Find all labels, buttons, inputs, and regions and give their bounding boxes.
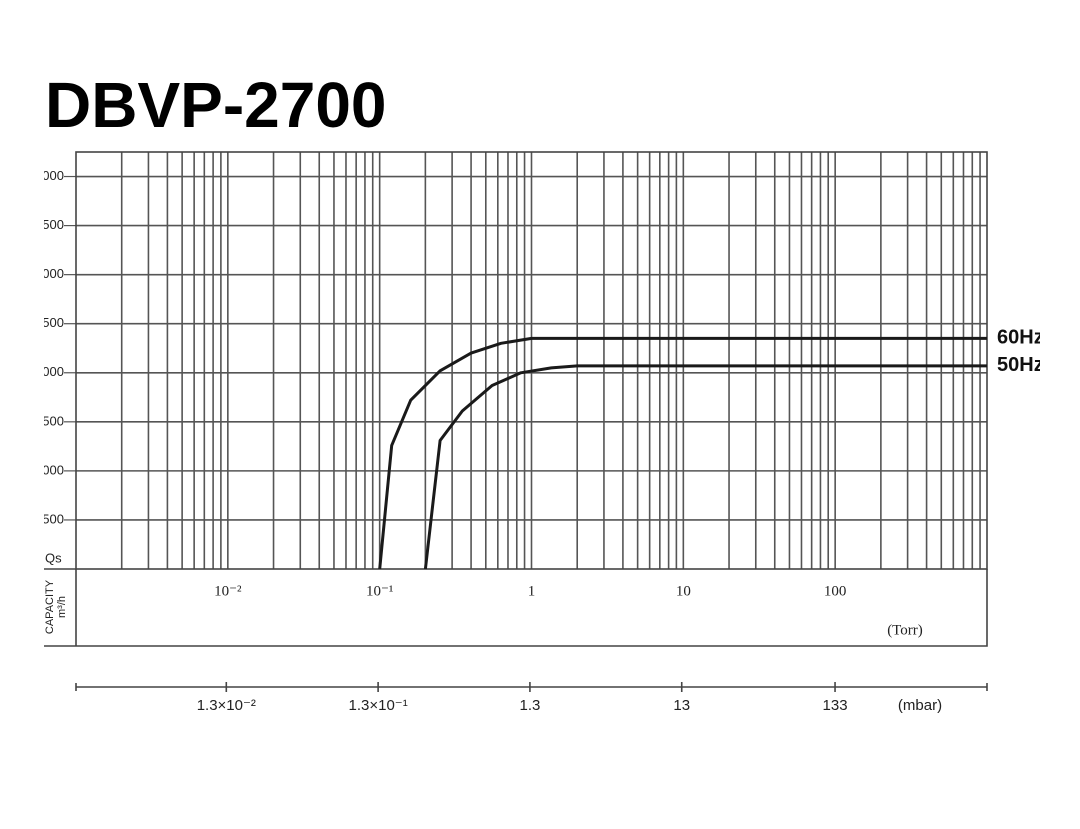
x-axis-label: (Torr)	[887, 622, 923, 638]
y-tick-label: 2500	[35, 315, 64, 330]
y-tick-label: 1500	[35, 413, 64, 428]
y-axis-label: m³/h	[56, 596, 68, 618]
y-tick-label: 3500	[35, 217, 64, 232]
series-line	[378, 336, 987, 570]
x2-axis-label: (mbar)	[898, 697, 942, 714]
x2-tick-label: 1.3	[519, 697, 540, 714]
x-tick-label: 10⁻¹	[366, 583, 393, 599]
series-label: 60Hz	[997, 327, 1044, 349]
x-tick-label: 10⁻²	[214, 583, 242, 599]
series-label: 50Hz	[997, 354, 1044, 376]
x2-tick-label: 1.3×10⁻²	[197, 697, 256, 714]
chart-title: DBVP-2700	[45, 69, 387, 141]
plot-frame	[75, 151, 988, 570]
x-tick-label: 10	[676, 583, 691, 599]
y-axis-label: CAPACITY	[44, 579, 56, 634]
series-line	[423, 364, 987, 570]
x2-tick-label: 133	[823, 697, 848, 714]
y-tick-label: 3000	[35, 266, 64, 281]
x-tick-label: 1	[528, 583, 536, 599]
plot: 10⁻² 10⁻¹ 1 10 100 500 1000 1500 2000 2500 3000 350…	[35, 151, 1044, 714]
x-tick-label: 100	[824, 583, 847, 599]
y-unit: Qs	[45, 550, 62, 565]
label-box	[44, 568, 988, 647]
x2-tick-label: 13	[673, 697, 690, 714]
y-tick-label: 500	[42, 511, 64, 526]
y-tick-label: 2000	[35, 364, 64, 379]
x2-tick-label: 1.3×10⁻¹	[349, 697, 408, 714]
y-tick-label: 4000	[35, 168, 64, 183]
y-tick-label: 1000	[35, 462, 64, 477]
